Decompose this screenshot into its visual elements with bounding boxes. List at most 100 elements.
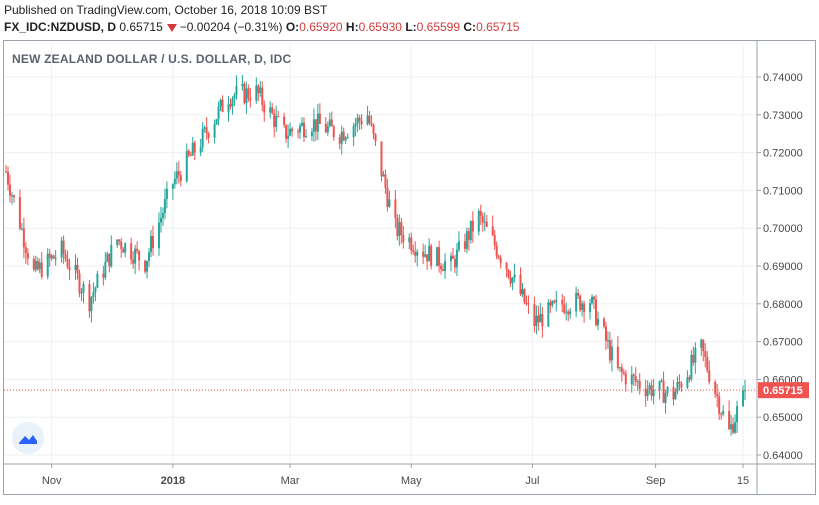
candle-body bbox=[175, 171, 178, 179]
candle-body bbox=[660, 380, 663, 382]
chart-frame bbox=[3, 40, 816, 495]
candle-body bbox=[324, 124, 327, 133]
candle-body bbox=[537, 315, 540, 323]
candle-body bbox=[96, 273, 99, 288]
candle-body bbox=[589, 303, 592, 313]
candle-body bbox=[249, 98, 252, 101]
candle-body bbox=[82, 284, 85, 293]
candle-body bbox=[283, 116, 286, 125]
candle-body bbox=[326, 125, 329, 133]
candle-body bbox=[579, 295, 582, 310]
open-label: O: bbox=[285, 20, 300, 34]
candle-body bbox=[231, 98, 234, 107]
candle-body bbox=[68, 267, 71, 271]
candle-body bbox=[396, 217, 399, 236]
candle-body bbox=[310, 131, 313, 137]
candle-body bbox=[575, 292, 578, 312]
candle-body bbox=[241, 83, 244, 87]
candle-body bbox=[620, 367, 623, 373]
candle-body bbox=[60, 240, 63, 258]
candle-body bbox=[159, 217, 162, 223]
candle-body bbox=[730, 424, 733, 430]
candle-body bbox=[414, 252, 417, 256]
candle-body bbox=[46, 253, 49, 277]
candle-body bbox=[618, 367, 621, 369]
candle-body bbox=[138, 250, 141, 261]
candle-body bbox=[676, 381, 679, 392]
candle-body bbox=[203, 127, 206, 129]
candle-body bbox=[422, 251, 425, 257]
candle-body bbox=[438, 247, 441, 266]
candle-body bbox=[505, 263, 508, 270]
candle-body bbox=[338, 137, 341, 144]
candle-body bbox=[132, 259, 135, 264]
candle-body bbox=[271, 107, 274, 114]
candle-body bbox=[706, 356, 709, 371]
y-tick-label: 0.64000 bbox=[763, 450, 803, 462]
candle-body bbox=[104, 261, 107, 278]
candle-body bbox=[191, 142, 194, 156]
candle-body bbox=[259, 87, 262, 94]
candle-body bbox=[299, 125, 302, 133]
candle-body bbox=[287, 135, 290, 139]
candle-body bbox=[469, 220, 472, 241]
candle-body bbox=[555, 300, 558, 303]
candle-body bbox=[736, 406, 739, 423]
candle-body bbox=[207, 133, 210, 138]
candle-body bbox=[394, 199, 397, 218]
candle-body bbox=[497, 256, 500, 258]
candle-body bbox=[106, 253, 109, 262]
candle-body bbox=[344, 137, 347, 141]
candle-body bbox=[388, 199, 391, 207]
candle-body bbox=[521, 289, 524, 295]
candle-body bbox=[32, 258, 35, 270]
grid-lines bbox=[4, 43, 757, 464]
candle-body bbox=[330, 119, 333, 127]
candle-body bbox=[173, 178, 176, 185]
candle-body bbox=[80, 292, 83, 294]
candle-body bbox=[66, 259, 69, 268]
last-price-tag bbox=[758, 382, 809, 399]
candle-body bbox=[442, 269, 445, 271]
candle-body bbox=[581, 303, 584, 310]
candle-body bbox=[652, 389, 655, 397]
candle-body bbox=[6, 171, 9, 185]
candle-body bbox=[720, 413, 723, 415]
candle-body bbox=[742, 390, 745, 407]
change-value: −0.00204 (−0.31%) bbox=[179, 20, 283, 34]
tradingview-logo-icon[interactable] bbox=[12, 422, 44, 454]
x-tick-label: Nov bbox=[42, 475, 62, 487]
symbol-label: FX_IDC:NZDUSD, D bbox=[4, 20, 117, 34]
candle-body bbox=[130, 243, 133, 260]
x-tick-label: Mar bbox=[281, 475, 300, 487]
candle-body bbox=[398, 222, 401, 236]
candle-body bbox=[354, 123, 357, 127]
candle-body bbox=[277, 116, 280, 118]
candle-body bbox=[366, 115, 369, 125]
candle-body bbox=[593, 296, 596, 300]
candle-body bbox=[263, 104, 266, 113]
candle-body bbox=[644, 388, 647, 397]
candle-body bbox=[273, 113, 276, 127]
candle-body bbox=[728, 410, 731, 430]
x-tick-label: Jul bbox=[525, 475, 539, 487]
candle-body bbox=[247, 88, 250, 99]
candle-body bbox=[144, 260, 147, 272]
candle-body bbox=[412, 250, 415, 253]
candle-body bbox=[8, 184, 11, 196]
candle-body bbox=[78, 273, 81, 294]
candle-body bbox=[342, 131, 345, 141]
candle-body bbox=[90, 297, 93, 312]
candle-body bbox=[688, 377, 691, 380]
candle-body bbox=[382, 174, 385, 177]
candle-body bbox=[300, 122, 303, 126]
candle-body bbox=[440, 265, 443, 270]
candle-body bbox=[291, 128, 294, 132]
candle-body bbox=[76, 264, 79, 274]
candle-body bbox=[124, 243, 127, 253]
candle-body bbox=[451, 255, 454, 259]
candle-body bbox=[690, 354, 693, 380]
candle-body bbox=[716, 394, 719, 397]
y-axis: 0.74000 0.73000 0.72000 0.71000 0.70000 0.690… bbox=[756, 41, 803, 494]
